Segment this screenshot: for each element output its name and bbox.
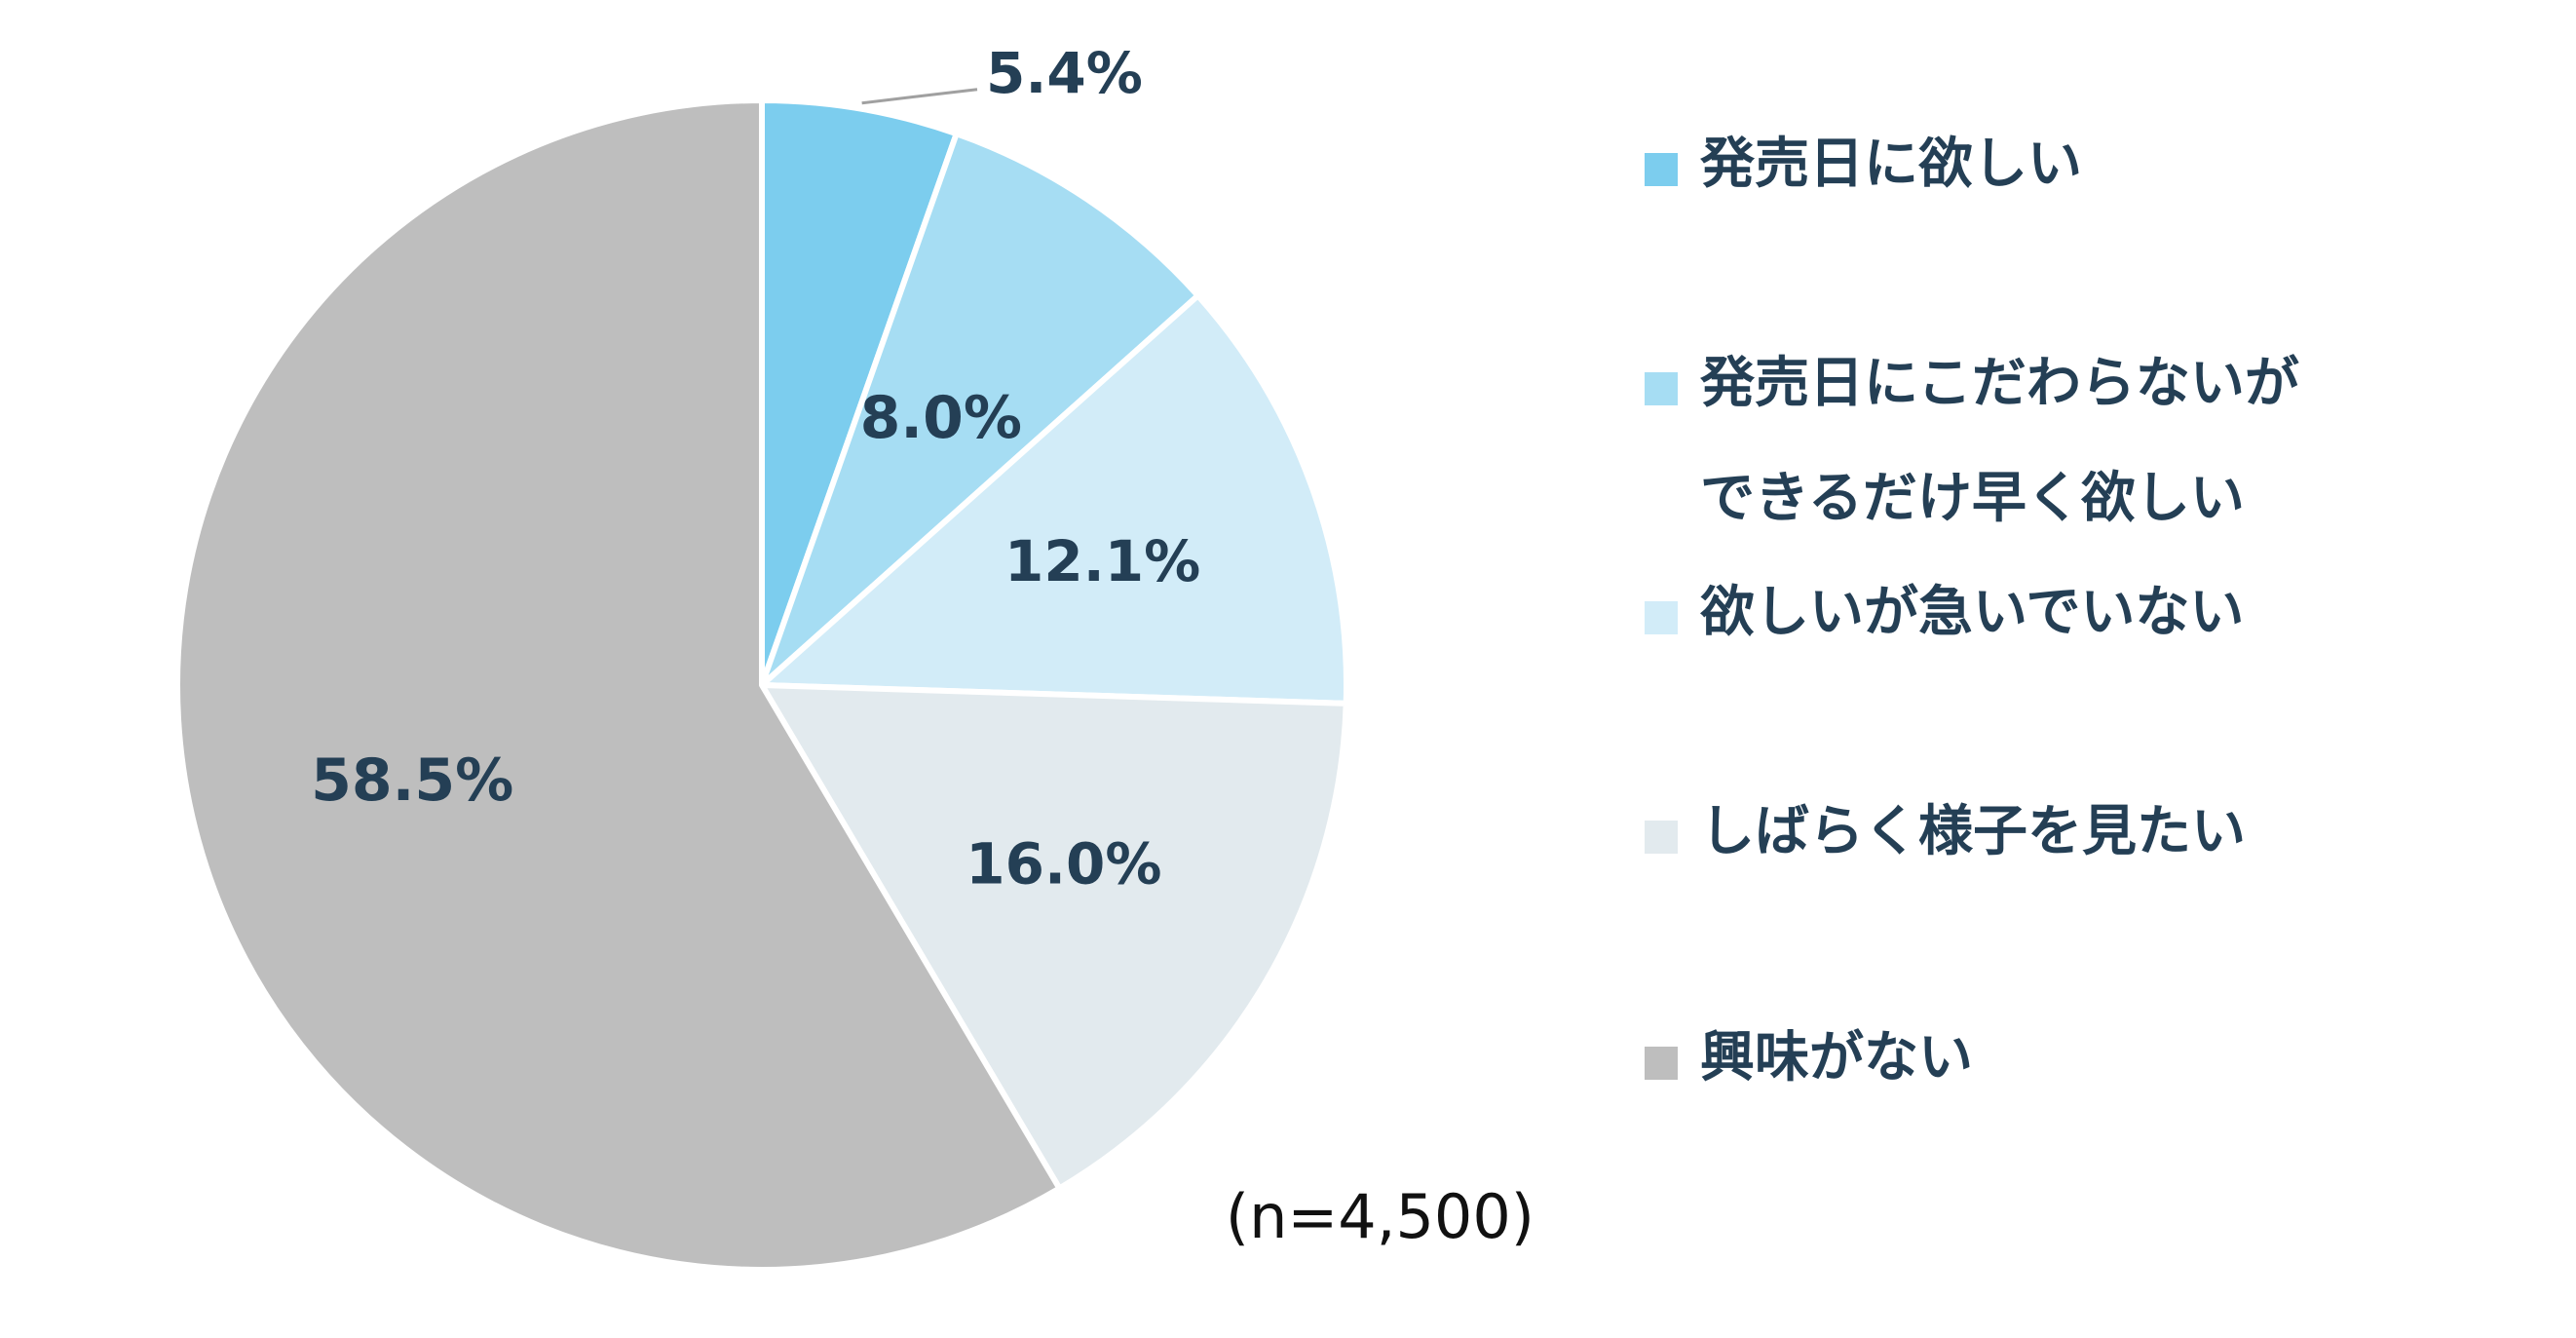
legend-label-3: 欲しいが急いでいない — [1699, 581, 2244, 644]
pie-slice-5 — [174, 97, 1063, 1273]
pie-slice-2 — [759, 131, 1201, 688]
leader-line — [861, 88, 978, 105]
legend-swatch-1 — [1645, 153, 1678, 186]
pie-slice-4 — [759, 682, 1349, 1192]
sample-size-note: (n=4,500) — [1226, 1181, 1534, 1252]
pie-value-label-5: 58.5% — [311, 746, 513, 815]
legend-label-4: しばらく様子を見たい — [1700, 800, 2246, 863]
legend-swatch-4 — [1645, 821, 1678, 854]
legend-swatch-3 — [1645, 601, 1678, 634]
pie-value-label-4: 16.0% — [966, 830, 1161, 897]
legend-swatch-5 — [1645, 1047, 1678, 1080]
pie-slices — [174, 97, 1349, 1273]
pie-value-label-2: 8.0% — [860, 384, 1022, 452]
legend-swatch-2 — [1645, 372, 1678, 405]
pie-slice-3 — [759, 292, 1349, 707]
legend-label-5: 興味がない — [1700, 1026, 1973, 1090]
legend: 発売日に欲しい発売日にこだわらないができるだけ早く欲しい欲しいが急いでいないしば… — [1645, 133, 2299, 1090]
legend-label-1: 発売日に欲しい — [1700, 133, 2082, 196]
pie-value-label-1: 5.4% — [986, 40, 1143, 106]
pie-value-labels: 5.4% 8.0% 12.1% 16.0% 58.5% — [311, 40, 1200, 897]
pie-value-label-3: 12.1% — [1004, 528, 1200, 594]
legend-label-2-line-1: 発売日にこだわらないが — [1700, 352, 2299, 415]
legend-label-2-line-2: できるだけ早く欲しい — [1700, 467, 2245, 530]
